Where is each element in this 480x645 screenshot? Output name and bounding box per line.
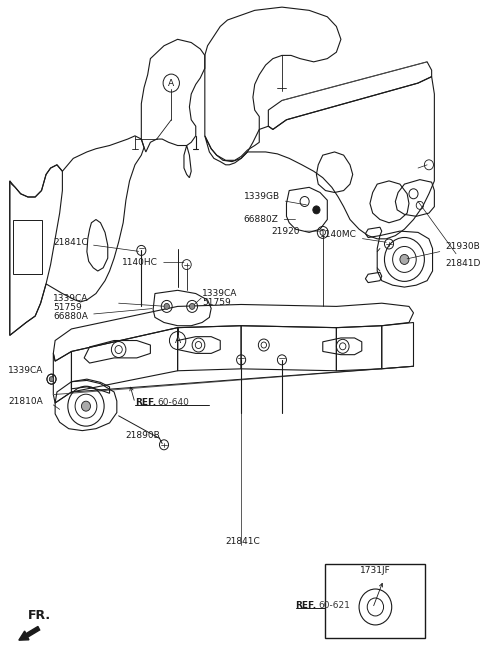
- Text: 1140MC: 1140MC: [320, 230, 386, 243]
- Circle shape: [49, 377, 54, 382]
- Text: 21841C: 21841C: [226, 537, 261, 546]
- Text: 1339CA: 1339CA: [8, 366, 43, 375]
- Text: 1140HC: 1140HC: [122, 258, 184, 267]
- Text: 51759: 51759: [53, 303, 82, 312]
- Text: 1339CA: 1339CA: [202, 289, 238, 298]
- Circle shape: [400, 254, 409, 264]
- Circle shape: [190, 303, 195, 310]
- Text: 60-621: 60-621: [318, 601, 350, 610]
- Text: 21930B: 21930B: [407, 242, 480, 259]
- Circle shape: [82, 401, 91, 411]
- FancyArrow shape: [19, 626, 40, 640]
- Circle shape: [164, 303, 169, 310]
- Text: 21890B: 21890B: [125, 431, 160, 440]
- Text: 66880Z: 66880Z: [244, 215, 296, 224]
- Text: 21920: 21920: [271, 226, 320, 235]
- Text: 21841C: 21841C: [53, 237, 139, 252]
- Text: 51759: 51759: [202, 298, 231, 307]
- Text: 60-640: 60-640: [157, 399, 190, 408]
- Bar: [13, 219, 42, 274]
- Text: A: A: [168, 79, 174, 88]
- Text: 1339GB: 1339GB: [244, 192, 306, 205]
- Text: 1339CA: 1339CA: [53, 293, 89, 303]
- Circle shape: [313, 206, 320, 214]
- Bar: [325, 564, 425, 638]
- Text: 21841D: 21841D: [418, 201, 480, 268]
- Text: A: A: [175, 336, 180, 345]
- Text: 21810A: 21810A: [8, 397, 43, 406]
- Text: REF.: REF.: [296, 601, 317, 610]
- Text: REF.: REF.: [135, 399, 156, 408]
- Text: FR.: FR.: [28, 609, 51, 622]
- Text: 66880A: 66880A: [53, 308, 152, 321]
- Text: 1731JF: 1731JF: [360, 566, 391, 575]
